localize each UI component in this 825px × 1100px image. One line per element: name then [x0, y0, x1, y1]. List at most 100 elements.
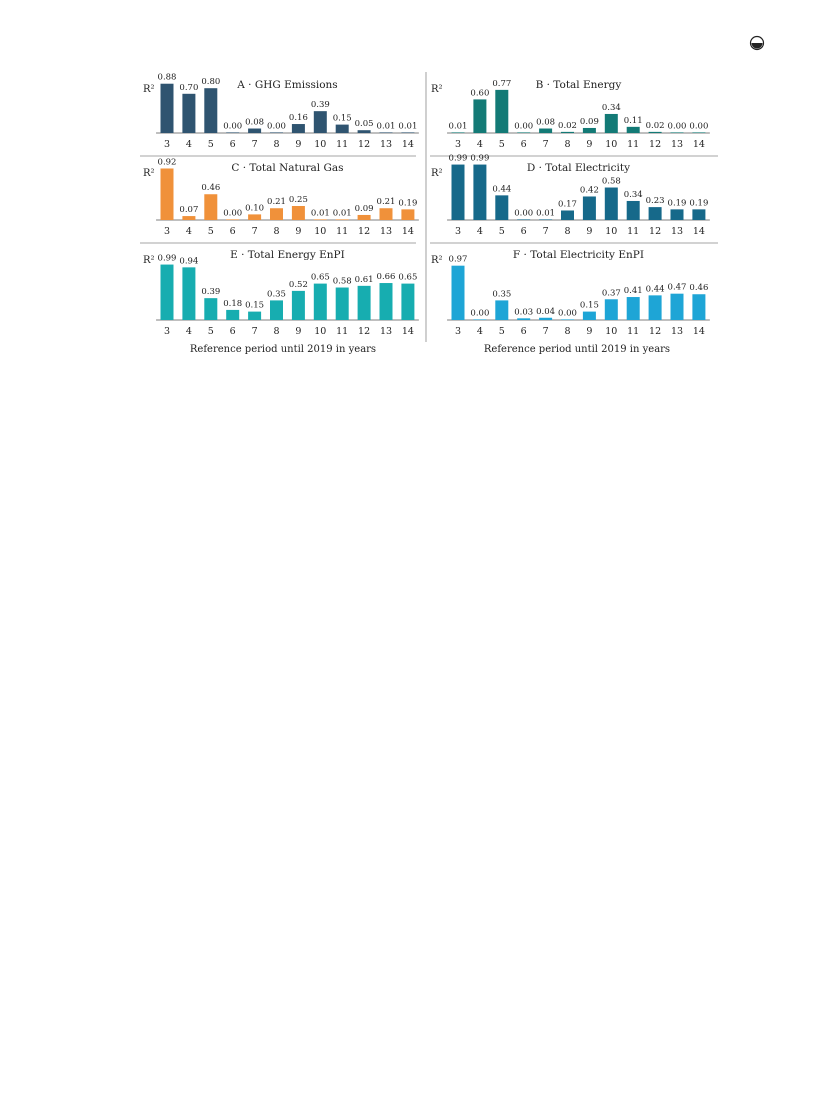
x-tick-6: 6 — [521, 326, 527, 337]
x-tick-14: 14 — [402, 226, 414, 237]
data-label-8: 0.00 — [558, 308, 577, 318]
x-tick-8: 8 — [564, 326, 570, 337]
data-label-12: 0.44 — [646, 284, 665, 294]
data-label-12: 0.09 — [355, 204, 374, 214]
bar-12 — [357, 285, 371, 320]
bar-4 — [473, 99, 487, 133]
x-tick-13: 13 — [380, 139, 392, 150]
data-label-7: 0.08 — [536, 118, 555, 128]
chart-panel-e: E · Total Energy EnPI R² 0.99 3 0.94 4 0.39 5 0.… — [143, 249, 419, 337]
bar-7 — [539, 219, 553, 220]
data-label-3: 0.92 — [158, 157, 177, 167]
x-tick-11: 11 — [336, 226, 348, 237]
bar-6 — [517, 318, 531, 320]
data-label-12: 0.23 — [646, 196, 665, 206]
data-label-6: 0.18 — [223, 299, 242, 309]
data-label-9: 0.42 — [580, 185, 599, 195]
x-tick-6: 6 — [230, 326, 236, 337]
bar-5 — [495, 300, 509, 320]
chart-panel-b: B · Total Energy R² 0.01 3 0.60 4 0.77 5 0.00 6 0.… — [431, 79, 710, 150]
y-axis-label: R² — [431, 168, 443, 179]
x-tick-9: 9 — [586, 139, 592, 150]
x-tick-7: 7 — [543, 139, 549, 150]
x-tick-4: 4 — [186, 139, 192, 150]
x-tick-9: 9 — [295, 139, 301, 150]
x-tick-13: 13 — [380, 326, 392, 337]
chart-panels: A · GHG EmissionsR²0.8830.7040.8050.0060… — [143, 73, 710, 337]
x-tick-3: 3 — [164, 326, 170, 337]
data-label-3: 0.99 — [449, 154, 468, 164]
x-tick-4: 4 — [477, 326, 483, 337]
data-label-11: 0.01 — [333, 208, 352, 218]
bar-12 — [648, 131, 662, 133]
x-tick-10: 10 — [314, 139, 326, 150]
bar-10 — [313, 219, 327, 220]
bar-9 — [291, 206, 305, 220]
chart-title: B · Total Energy — [536, 79, 622, 91]
data-label-8: 0.02 — [558, 121, 577, 131]
bar-10 — [604, 113, 618, 133]
x-tick-10: 10 — [605, 226, 617, 237]
x-tick-4: 4 — [186, 326, 192, 337]
chart-title: A · GHG Emissions — [236, 79, 337, 91]
bar-12 — [357, 130, 371, 133]
x-tick-3: 3 — [455, 326, 461, 337]
data-label-9: 0.25 — [289, 195, 308, 205]
data-label-13: 0.00 — [668, 121, 687, 131]
data-label-10: 0.65 — [311, 273, 330, 283]
bar-11 — [335, 287, 349, 320]
bar-10 — [604, 187, 618, 220]
data-label-11: 0.15 — [333, 114, 352, 124]
data-label-14: 0.65 — [398, 273, 417, 283]
data-label-4: 0.60 — [470, 88, 489, 98]
bar-4 — [473, 164, 487, 220]
data-label-4: 0.70 — [179, 83, 198, 93]
bar-7 — [248, 128, 262, 133]
bar-9 — [582, 127, 596, 133]
data-label-9: 0.09 — [580, 117, 599, 127]
x-tick-12: 12 — [358, 226, 370, 237]
x-tick-3: 3 — [164, 226, 170, 237]
x-tick-8: 8 — [273, 226, 279, 237]
bar-10 — [604, 299, 618, 320]
data-label-11: 0.41 — [624, 286, 643, 296]
data-label-9: 0.52 — [289, 280, 308, 290]
x-tick-14: 14 — [693, 139, 705, 150]
bar-14 — [692, 294, 706, 320]
x-tick-14: 14 — [693, 226, 705, 237]
x-tick-7: 7 — [252, 326, 258, 337]
bar-11 — [626, 297, 640, 320]
x-tick-14: 14 — [402, 326, 414, 337]
data-label-11: 0.11 — [624, 116, 643, 126]
bar-3 — [451, 164, 465, 220]
data-label-3: 0.01 — [449, 121, 468, 131]
data-label-5: 0.39 — [201, 287, 220, 297]
bar-6 — [226, 132, 240, 133]
x-tick-10: 10 — [605, 139, 617, 150]
x-tick-7: 7 — [252, 139, 258, 150]
x-tick-11: 11 — [627, 326, 639, 337]
bar-11 — [626, 200, 640, 220]
bar-9 — [582, 311, 596, 320]
y-axis-label: R² — [143, 84, 155, 95]
x-tick-6: 6 — [230, 139, 236, 150]
bar-4 — [182, 267, 196, 320]
data-label-14: 0.19 — [398, 198, 417, 208]
data-label-14: 0.00 — [689, 121, 708, 131]
bar-13 — [379, 132, 393, 133]
bar-5 — [204, 88, 218, 133]
journal-logo-icon — [749, 35, 765, 51]
data-label-11: 0.58 — [333, 277, 352, 287]
bar-4 — [473, 319, 487, 320]
x-tick-11: 11 — [336, 326, 348, 337]
x-tick-9: 9 — [586, 226, 592, 237]
data-label-4: 0.07 — [179, 205, 198, 215]
bar-8 — [270, 132, 283, 133]
data-label-5: 0.44 — [492, 184, 511, 194]
bar-10 — [313, 111, 327, 133]
data-label-8: 0.17 — [558, 199, 577, 209]
data-label-6: 0.00 — [514, 208, 533, 218]
chart-title: F · Total Electricity EnPI — [513, 249, 644, 261]
bar-3 — [160, 168, 174, 220]
x-tick-4: 4 — [477, 226, 483, 237]
